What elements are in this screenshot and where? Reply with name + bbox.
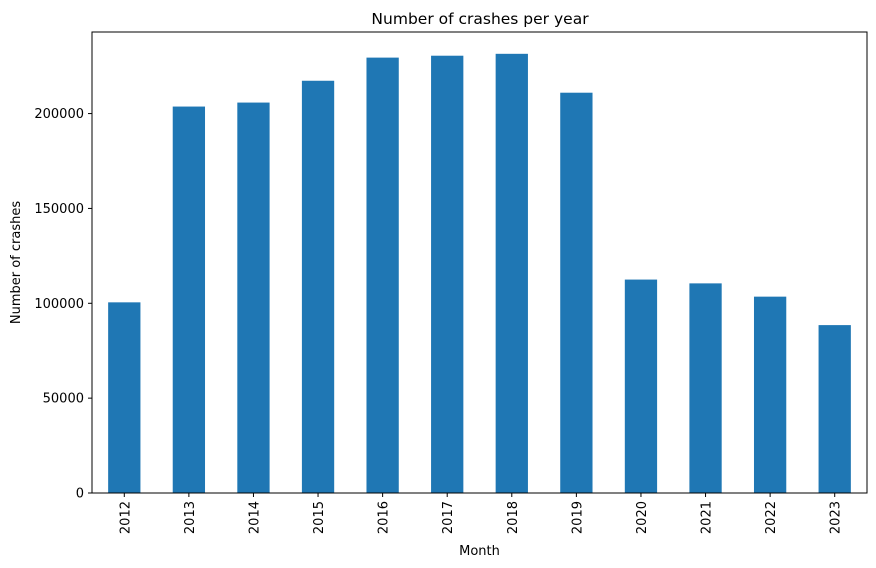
chart-title: Number of crashes per year [371,10,589,28]
x-tick-label: 2023 [829,501,844,534]
y-tick-label: 0 [76,487,84,502]
bar-2016 [366,57,399,493]
x-tick-label: 2012 [118,501,133,534]
x-tick-label: 2022 [764,501,779,534]
x-tick-label: 2019 [570,501,585,534]
y-axis-label: Number of crashes [9,201,24,324]
x-tick-label: 2016 [377,501,392,534]
x-axis-label: Month [459,544,500,559]
x-axis-ticks: 2012 2013 2014 2015 2016 2017 2018 2019 2020 2021… [118,493,844,534]
y-tick-label: 50000 [43,392,84,407]
bar-2023 [818,325,851,493]
bar-2014 [237,102,270,493]
bars-layer [108,53,851,494]
x-tick-label: 2018 [506,501,521,534]
y-tick-label: 200000 [34,107,84,122]
y-axis-ticks: 0 50000 100000 150000 200000 [34,107,92,502]
bar-2015 [301,80,335,493]
bar-2022 [753,296,787,493]
bar-2012 [108,302,141,493]
plot-frame [91,31,868,494]
y-tick-label: 100000 [34,297,84,312]
x-tick-label: 2015 [312,501,327,534]
bar-2020 [624,279,658,493]
x-tick-label: 2021 [700,501,715,534]
bar-2017 [431,55,464,494]
x-tick-label: 2014 [247,501,262,534]
x-tick-label: 2013 [183,501,198,534]
bar-2013 [172,106,206,493]
bar-2019 [560,92,593,493]
bar-2021 [689,283,722,493]
x-tick-label: 2017 [441,501,456,534]
bar-2018 [495,53,528,494]
y-tick-label: 150000 [34,202,84,217]
x-tick-label: 2020 [635,501,650,534]
